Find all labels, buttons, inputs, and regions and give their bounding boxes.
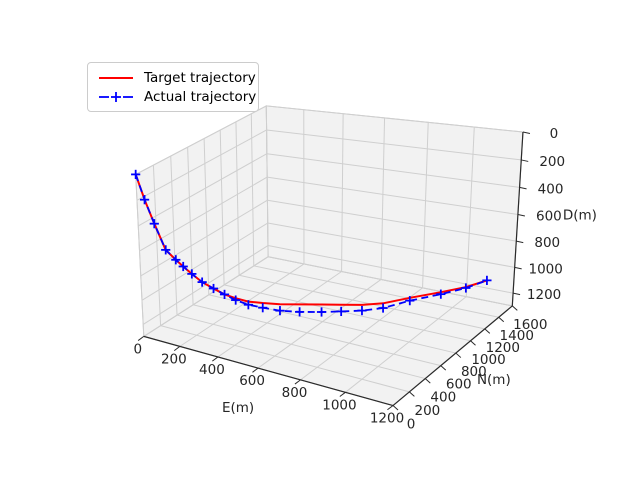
e-tick — [173, 345, 181, 351]
grid-line-floor-n — [160, 325, 410, 393]
e-tick — [387, 405, 394, 411]
e-tick-label: 600 — [239, 373, 265, 389]
target-line-sample-icon — [99, 76, 133, 79]
d-tick — [519, 186, 527, 190]
grid-line-leftwall-d — [140, 199, 268, 277]
d-tick-label: 600 — [536, 208, 562, 224]
n-tick-label: 0 — [407, 417, 416, 433]
e-tick-label: 200 — [161, 351, 187, 367]
grid-line-floor-e — [143, 256, 269, 337]
e-tick-label: 1000 — [322, 397, 356, 413]
n-tick-label: 800 — [461, 364, 487, 380]
n-tick — [424, 378, 431, 384]
grid-line-wall-n — [203, 138, 210, 295]
d-tick-label: 200 — [539, 154, 565, 170]
grid-line-floor-n — [223, 284, 471, 342]
grid-line-backwall-d — [267, 176, 518, 215]
d-tick — [522, 131, 531, 134]
d-tick-label: 800 — [534, 235, 560, 251]
e-axis-label: E(m) — [222, 400, 254, 416]
actual-trajectory-line — [134, 174, 488, 313]
grid-line-backwall-d — [267, 222, 515, 268]
e-tick-label: 400 — [199, 362, 225, 378]
grid-line-wall-n — [250, 113, 255, 266]
e-axis-line — [143, 335, 394, 407]
d-tick-label: 0 — [550, 126, 559, 142]
legend-label-target: Target trajectory — [144, 69, 256, 86]
d-tick-label: 1000 — [528, 261, 562, 277]
n-tick-label: 1200 — [486, 340, 520, 356]
actual-line-sample-icon — [99, 91, 133, 102]
grid-line-wall-n — [265, 105, 269, 257]
grid-line-floor-n — [176, 314, 426, 380]
e-tick — [137, 335, 145, 341]
e-tick — [294, 379, 301, 385]
grid-line-wall-e — [465, 127, 475, 297]
legend-label-actual: Actual trajectory — [144, 88, 257, 105]
n-tick-label: 400 — [430, 390, 456, 406]
n-tick-label: 1400 — [500, 328, 534, 344]
grid-line-floor-e — [257, 279, 382, 369]
grid-line-wall-n — [219, 130, 225, 285]
grid-line-floor-n — [268, 256, 513, 307]
legend-entry-target: Target trajectory — [96, 68, 256, 87]
e-tick — [252, 367, 259, 373]
d-tick-label: 400 — [538, 181, 564, 197]
n-tick — [511, 305, 518, 311]
e-tick — [212, 356, 219, 362]
d-axis-line — [511, 131, 524, 306]
d-tick — [514, 266, 522, 270]
n-tick-label: 600 — [446, 377, 472, 393]
n-axis-label: N(m) — [477, 372, 511, 388]
legend: Target trajectory Actual trajectory — [87, 62, 259, 112]
grid-line-floor-n — [253, 265, 499, 318]
grid-line-wall-n — [235, 121, 240, 276]
grid-line-backwall-d — [266, 105, 524, 133]
grid-line-leftwall-d — [137, 153, 268, 227]
n-tick — [470, 340, 476, 346]
grid-line-floor-n — [238, 274, 485, 330]
n-tick — [484, 328, 491, 334]
grid-line-wall-n — [152, 165, 162, 326]
grid-line-leftwall-d — [135, 105, 267, 175]
d-axis-label: D(m) — [563, 207, 597, 223]
grid-line-floor-e — [179, 263, 305, 347]
n-tick — [498, 316, 505, 323]
n-tick — [409, 391, 415, 397]
n-tick-label: 1600 — [513, 317, 547, 333]
grid-line-leftwall-d — [141, 222, 268, 301]
grid-line-leftwall-d — [136, 129, 267, 201]
n-axis-line — [392, 305, 513, 406]
grid-line-wall-n — [187, 147, 194, 305]
n-tick — [440, 365, 447, 371]
grid-line-wall-n — [135, 174, 145, 337]
grid-line-floor-n — [192, 304, 441, 367]
e-tick — [339, 391, 346, 397]
grid-line-wall-e — [422, 122, 429, 288]
d-tick-label: 1200 — [527, 287, 561, 303]
n-tick — [392, 405, 399, 411]
grid-line-backwall-d — [267, 199, 517, 242]
d-tick — [512, 292, 521, 296]
d-tick — [516, 240, 524, 244]
e-tick-label: 0 — [133, 341, 142, 357]
legend-entry-actual: Actual trajectory — [96, 87, 256, 106]
grid-line-wall-n — [170, 156, 178, 316]
grid-line-wall-e — [341, 113, 344, 272]
grid-line-backwall-d — [266, 153, 520, 188]
grid-line-backwall-d — [266, 129, 522, 161]
grid-line-floor-e — [345, 296, 467, 393]
n-tick-label: 1000 — [471, 352, 505, 368]
d-tick — [517, 213, 526, 217]
e-tick-label: 1200 — [370, 411, 404, 427]
e-tick-label: 800 — [282, 385, 308, 401]
n-tick — [455, 352, 462, 358]
d-tick — [521, 159, 529, 162]
n-tick-label: 200 — [414, 403, 440, 419]
grid-line-wall-e — [380, 117, 386, 280]
